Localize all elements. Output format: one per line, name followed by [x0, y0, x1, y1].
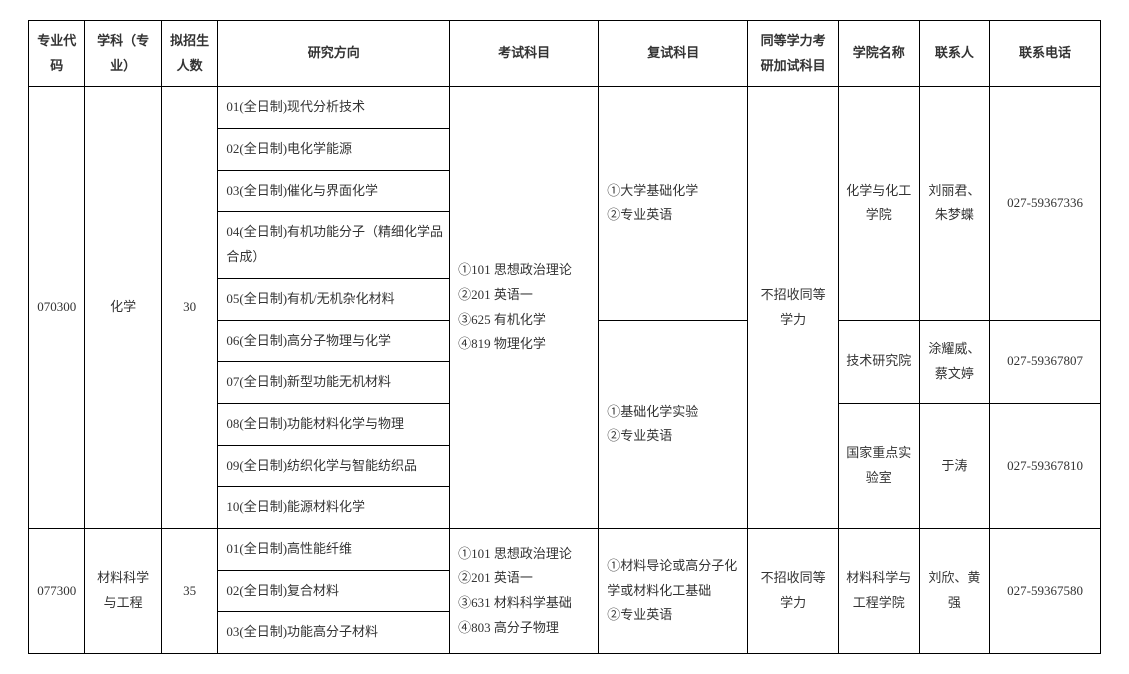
- cell-phone: 027-59367336: [990, 87, 1101, 320]
- hdr-quota: 拟招生人数: [161, 21, 217, 87]
- hdr-direction: 研究方向: [218, 21, 450, 87]
- cell-contact: 涂耀威、蔡文婷: [919, 320, 990, 403]
- hdr-college: 学院名称: [838, 21, 919, 87]
- cell-quota: 35: [161, 528, 217, 653]
- cell-equivalent: 不招收同等学力: [748, 87, 839, 529]
- cell-direction: 05(全日制)有机/无机杂化材料: [218, 278, 450, 320]
- cell-equivalent: 不招收同等学力: [748, 528, 839, 653]
- cell-direction: 04(全日制)有机功能分子（精细化学品合成）: [218, 212, 450, 278]
- cell-reexam: ①基础化学实验②专业英语: [599, 320, 748, 528]
- admissions-table: 专业代码 学科（专业） 拟招生人数 研究方向 考试科目 复试科目 同等学力考研加…: [28, 20, 1101, 654]
- cell-direction: 02(全日制)电化学能源: [218, 129, 450, 171]
- cell-direction: 09(全日制)纺织化学与智能纺织品: [218, 445, 450, 487]
- cell-direction: 07(全日制)新型功能无机材料: [218, 362, 450, 404]
- cell-phone: 027-59367580: [990, 528, 1101, 653]
- hdr-reexam: 复试科目: [599, 21, 748, 87]
- cell-college: 化学与化工学院: [838, 87, 919, 320]
- cell-phone: 027-59367807: [990, 320, 1101, 403]
- cell-reexam: ①大学基础化学②专业英语: [599, 87, 748, 320]
- cell-college: 材料科学与工程学院: [838, 528, 919, 653]
- cell-direction: 01(全日制)高性能纤维: [218, 528, 450, 570]
- hdr-major: 学科（专业）: [85, 21, 162, 87]
- cell-direction: 02(全日制)复合材料: [218, 570, 450, 612]
- cell-major: 化学: [85, 87, 162, 529]
- cell-major: 材料科学与工程: [85, 528, 162, 653]
- cell-direction: 03(全日制)功能高分子材料: [218, 612, 450, 654]
- table-header-row: 专业代码 学科（专业） 拟招生人数 研究方向 考试科目 复试科目 同等学力考研加…: [29, 21, 1101, 87]
- hdr-phone: 联系电话: [990, 21, 1101, 87]
- cell-direction: 10(全日制)能源材料化学: [218, 487, 450, 529]
- cell-code: 070300: [29, 87, 85, 529]
- cell-college: 技术研究院: [838, 320, 919, 403]
- table-row: 070300 化学 30 01(全日制)现代分析技术 ①101 思想政治理论②2…: [29, 87, 1101, 129]
- hdr-exam: 考试科目: [450, 21, 599, 87]
- cell-quota: 30: [161, 87, 217, 529]
- cell-exam: ①101 思想政治理论②201 英语一③625 有机化学④819 物理化学: [450, 87, 599, 529]
- cell-phone: 027-59367810: [990, 403, 1101, 528]
- cell-college: 国家重点实验室: [838, 403, 919, 528]
- cell-contact: 刘丽君、朱梦蝶: [919, 87, 990, 320]
- cell-contact: 刘欣、黄强: [919, 528, 990, 653]
- cell-direction: 03(全日制)催化与界面化学: [218, 170, 450, 212]
- cell-code: 077300: [29, 528, 85, 653]
- cell-reexam: ①材料导论或高分子化学或材料化工基础②专业英语: [599, 528, 748, 653]
- hdr-equivalent: 同等学力考研加试科目: [748, 21, 839, 87]
- cell-direction: 08(全日制)功能材料化学与物理: [218, 403, 450, 445]
- hdr-contact: 联系人: [919, 21, 990, 87]
- hdr-code: 专业代码: [29, 21, 85, 87]
- cell-direction: 06(全日制)高分子物理与化学: [218, 320, 450, 362]
- cell-exam: ①101 思想政治理论②201 英语一③631 材料科学基础④803 高分子物理: [450, 528, 599, 653]
- cell-contact: 于涛: [919, 403, 990, 528]
- table-row: 077300 材料科学与工程 35 01(全日制)高性能纤维 ①101 思想政治…: [29, 528, 1101, 570]
- cell-direction: 01(全日制)现代分析技术: [218, 87, 450, 129]
